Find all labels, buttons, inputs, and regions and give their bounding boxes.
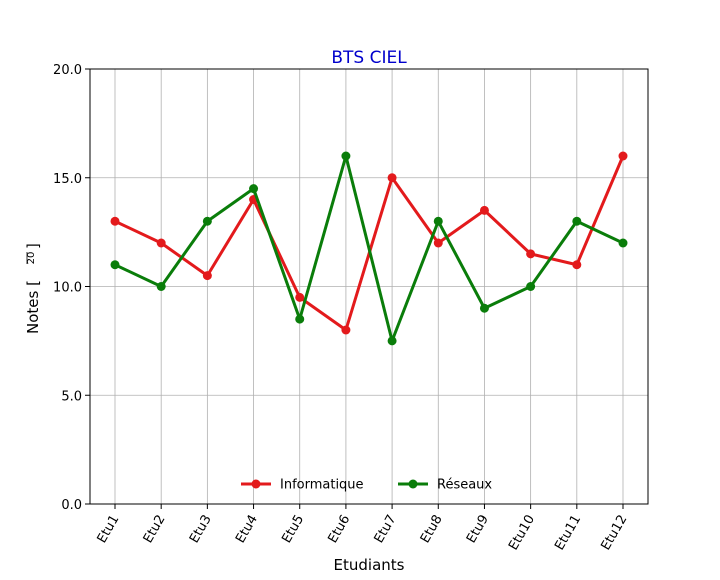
legend: Informatique Réseaux: [241, 478, 492, 493]
series-reseaux: [110, 151, 628, 346]
legend-entry: Informatique: [241, 478, 364, 493]
data-point: [110, 260, 120, 270]
chart-title: BTS CIEL: [331, 48, 407, 68]
legend-marker: [408, 479, 418, 489]
y-axis-unit-denominator: 20: [26, 252, 37, 265]
series-group: [110, 151, 628, 346]
y-tick-label: 15.0: [53, 172, 82, 187]
data-point: [526, 249, 536, 259]
data-point: [110, 216, 120, 226]
y-tick-label: 5.0: [61, 389, 82, 404]
y-axis-label: Notes [ 20 ]: [24, 243, 42, 334]
data-point: [295, 292, 305, 302]
legend-marker: [251, 479, 261, 489]
legend-label: Réseaux: [437, 478, 492, 493]
y-tick-label: 20.0: [53, 63, 82, 78]
data-point: [202, 271, 212, 281]
legend-label: Informatique: [280, 478, 364, 493]
data-point: [341, 325, 351, 335]
data-point: [572, 260, 582, 270]
y-tick-label: 10.0: [53, 281, 82, 296]
data-point: [618, 238, 628, 248]
y-axis: 0.0 5.0 10.0 15.0 20.0: [53, 63, 90, 513]
y-tick-label: 0.0: [61, 498, 82, 513]
legend-entry: Réseaux: [398, 478, 492, 493]
data-point: [156, 282, 166, 291]
data-point: [295, 314, 305, 324]
data-point: [479, 205, 489, 215]
data-point: [249, 184, 259, 194]
data-point: [618, 151, 628, 161]
data-point: [156, 238, 166, 248]
data-point: [341, 151, 351, 161]
y-axis-label-close: ]: [24, 243, 42, 249]
data-point: [433, 238, 443, 248]
data-point: [572, 216, 582, 226]
y-axis-label-text: Notes [: [24, 280, 42, 334]
data-point: [387, 336, 397, 346]
x-axis-label: Etudiants: [334, 556, 405, 574]
data-point: [202, 216, 212, 226]
data-point: [526, 282, 536, 291]
series-line: [114, 154, 624, 343]
data-point: [387, 173, 397, 183]
data-point: [479, 303, 489, 313]
data-point: [433, 216, 443, 226]
